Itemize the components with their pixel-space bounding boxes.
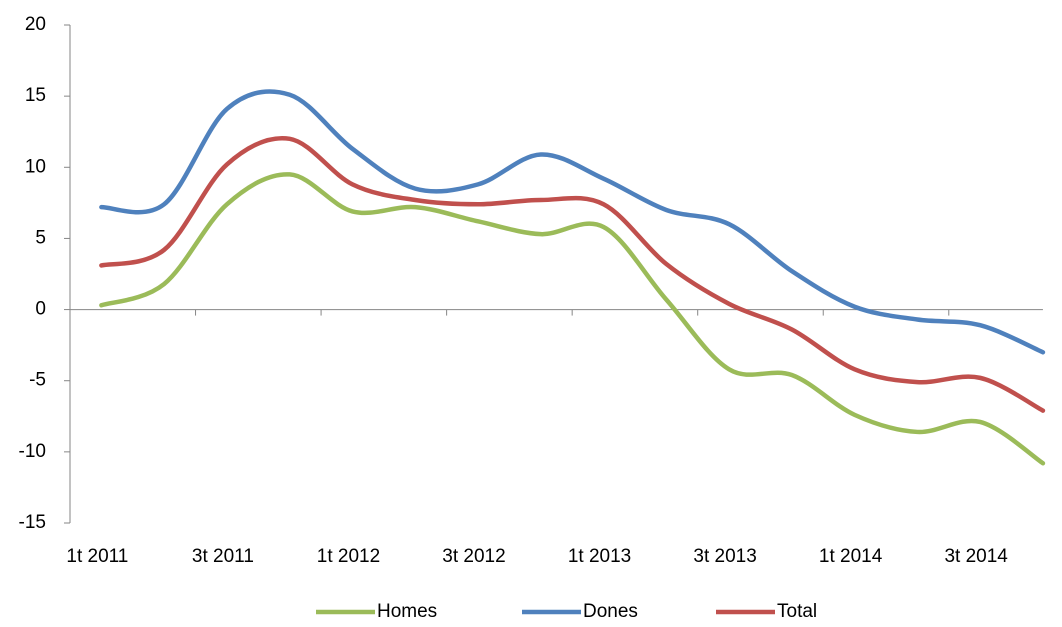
x-tick-label: 1t 2013 bbox=[568, 546, 631, 567]
y-tick-label: 20 bbox=[25, 14, 46, 35]
data-line bbox=[99, 172, 1046, 466]
legend-label: Homes bbox=[377, 601, 437, 622]
y-tick-label: 15 bbox=[25, 85, 46, 106]
x-tick-label: 3t 2014 bbox=[944, 546, 1008, 567]
x-tick-label: 3t 2012 bbox=[442, 546, 505, 567]
data-line bbox=[99, 89, 1046, 355]
y-tick-label: -5 bbox=[29, 370, 46, 391]
x-tick-label: 1t 2011 bbox=[66, 546, 128, 567]
data-line bbox=[99, 135, 1046, 413]
y-tick-label: -15 bbox=[19, 512, 46, 533]
legend-label: Total bbox=[777, 601, 817, 622]
y-tick-label: -10 bbox=[19, 441, 46, 462]
y-tick-label: 0 bbox=[35, 299, 46, 320]
x-tick-label: 1t 2014 bbox=[819, 546, 883, 567]
x-tick-label: 3t 2013 bbox=[693, 546, 756, 567]
x-tick-label: 3t 2011 bbox=[192, 546, 254, 567]
y-tick-label: 10 bbox=[25, 156, 46, 177]
x-tick-label: 1t 2012 bbox=[317, 546, 380, 567]
legend-label: Dones bbox=[583, 601, 638, 622]
y-tick-label: 5 bbox=[35, 227, 46, 248]
